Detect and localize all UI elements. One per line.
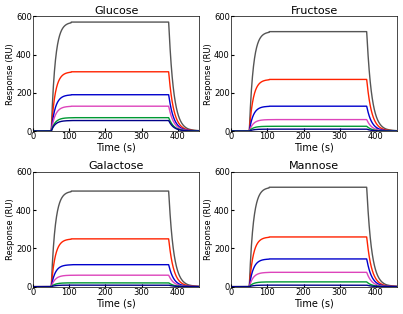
Title: Glucose: Glucose [94, 6, 139, 16]
X-axis label: Time (s): Time (s) [295, 143, 334, 153]
X-axis label: Time (s): Time (s) [96, 298, 136, 308]
Title: Galactose: Galactose [89, 161, 144, 171]
Title: Fructose: Fructose [291, 6, 338, 16]
Title: Mannose: Mannose [289, 161, 339, 171]
Y-axis label: Response (RU): Response (RU) [204, 43, 213, 105]
Y-axis label: Response (RU): Response (RU) [204, 198, 213, 260]
X-axis label: Time (s): Time (s) [96, 143, 136, 153]
Y-axis label: Response (RU): Response (RU) [6, 43, 15, 105]
X-axis label: Time (s): Time (s) [295, 298, 334, 308]
Y-axis label: Response (RU): Response (RU) [6, 198, 15, 260]
